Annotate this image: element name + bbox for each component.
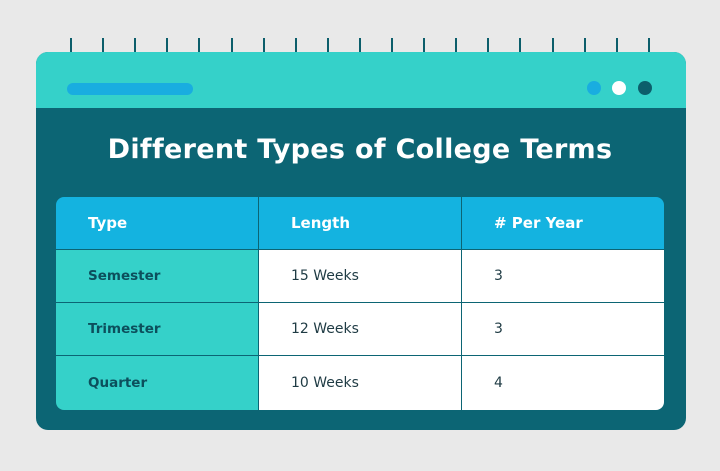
dot-dark-icon xyxy=(638,81,652,95)
column-header: Type xyxy=(56,197,258,249)
row-type: Trimester xyxy=(56,303,258,355)
row-per-year: 4 xyxy=(462,356,664,410)
terms-table: Type Length # Per Year Semester 15 Weeks 3 Tri… xyxy=(56,197,664,410)
column-header: # Per Year xyxy=(462,197,664,249)
dot-blue-icon xyxy=(587,81,601,95)
row-type: Semester xyxy=(56,250,258,302)
dot-white-icon xyxy=(612,81,626,95)
column-header: Length xyxy=(259,197,461,249)
top-band xyxy=(36,52,686,108)
row-length: 10 Weeks xyxy=(259,356,461,410)
row-per-year: 3 xyxy=(462,303,664,355)
page-title: Different Types of College Terms xyxy=(107,134,613,165)
row-type: Quarter xyxy=(56,356,258,410)
row-length: 15 Weeks xyxy=(259,250,461,302)
decorative-pill xyxy=(67,83,193,95)
row-length: 12 Weeks xyxy=(259,303,461,355)
row-per-year: 3 xyxy=(462,250,664,302)
